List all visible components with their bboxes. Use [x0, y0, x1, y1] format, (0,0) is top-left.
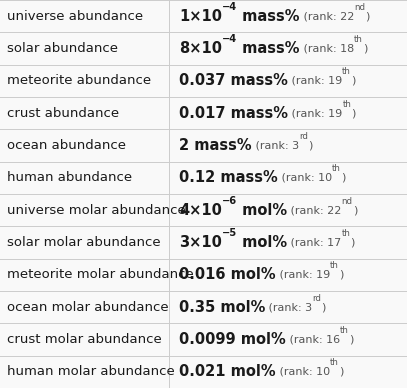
Text: (rank: 19: (rank: 19: [276, 270, 330, 280]
Text: 8×10: 8×10: [179, 41, 222, 56]
Text: −6: −6: [222, 196, 237, 206]
Text: meteorite molar abundance: meteorite molar abundance: [7, 268, 194, 281]
Text: ): ): [352, 205, 357, 215]
Text: 2 mass%: 2 mass%: [179, 138, 252, 153]
Text: (rank: 10: (rank: 10: [276, 367, 330, 377]
Text: ocean molar abundance: ocean molar abundance: [7, 301, 169, 314]
Text: meteorite abundance: meteorite abundance: [7, 74, 151, 87]
Text: nd: nd: [341, 197, 352, 206]
Text: mol%: mol%: [237, 203, 287, 218]
Text: (rank: 19: (rank: 19: [288, 76, 342, 86]
Text: (rank: 19: (rank: 19: [288, 108, 342, 118]
Text: th: th: [340, 326, 349, 335]
Text: 0.0099 mol%: 0.0099 mol%: [179, 332, 286, 347]
Text: 0.35 mol%: 0.35 mol%: [179, 300, 265, 315]
Text: crust abundance: crust abundance: [7, 107, 119, 120]
Text: th: th: [342, 67, 351, 76]
Text: nd: nd: [354, 3, 365, 12]
Text: solar abundance: solar abundance: [7, 42, 118, 55]
Text: −5: −5: [222, 229, 237, 239]
Text: 1×10: 1×10: [179, 9, 222, 24]
Text: ): ): [339, 270, 343, 280]
Text: ): ): [339, 367, 343, 377]
Text: −4: −4: [222, 35, 237, 45]
Text: th: th: [354, 35, 363, 44]
Text: mass%: mass%: [237, 9, 300, 24]
Text: th: th: [330, 261, 339, 270]
Text: rd: rd: [299, 132, 308, 141]
Text: ): ): [350, 237, 355, 248]
Text: mol%: mol%: [237, 235, 287, 250]
Text: rd: rd: [313, 294, 322, 303]
Text: th: th: [341, 229, 350, 238]
Text: (rank: 3: (rank: 3: [252, 140, 299, 151]
Text: (rank: 10: (rank: 10: [278, 173, 332, 183]
Text: 4×10: 4×10: [179, 203, 222, 218]
Text: (rank: 22: (rank: 22: [300, 11, 354, 21]
Text: universe abundance: universe abundance: [7, 10, 143, 23]
Text: ): ): [351, 76, 355, 86]
Text: (rank: 16: (rank: 16: [286, 334, 340, 345]
Text: ): ): [322, 302, 326, 312]
Text: ): ): [363, 43, 367, 54]
Text: (rank: 17: (rank: 17: [287, 237, 341, 248]
Text: mass%: mass%: [237, 41, 300, 56]
Text: 0.021 mol%: 0.021 mol%: [179, 364, 276, 379]
Text: th: th: [342, 100, 351, 109]
Text: human molar abundance: human molar abundance: [7, 365, 175, 378]
Text: th: th: [330, 358, 339, 367]
Text: human abundance: human abundance: [7, 171, 132, 184]
Text: 3×10: 3×10: [179, 235, 222, 250]
Text: ): ): [365, 11, 370, 21]
Text: ): ): [308, 140, 312, 151]
Text: 0.017 mass%: 0.017 mass%: [179, 106, 288, 121]
Text: 0.037 mass%: 0.037 mass%: [179, 73, 288, 88]
Text: crust molar abundance: crust molar abundance: [7, 333, 162, 346]
Text: 0.016 mol%: 0.016 mol%: [179, 267, 276, 282]
Text: (rank: 18: (rank: 18: [300, 43, 354, 54]
Text: ): ): [341, 173, 345, 183]
Text: ): ): [349, 334, 353, 345]
Text: ): ): [351, 108, 356, 118]
Text: −4: −4: [222, 2, 237, 12]
Text: 0.12 mass%: 0.12 mass%: [179, 170, 278, 185]
Text: ocean abundance: ocean abundance: [7, 139, 126, 152]
Text: solar molar abundance: solar molar abundance: [7, 236, 161, 249]
Text: th: th: [332, 164, 341, 173]
Text: (rank: 3: (rank: 3: [265, 302, 313, 312]
Text: universe molar abundance: universe molar abundance: [7, 204, 186, 217]
Text: (rank: 22: (rank: 22: [287, 205, 341, 215]
